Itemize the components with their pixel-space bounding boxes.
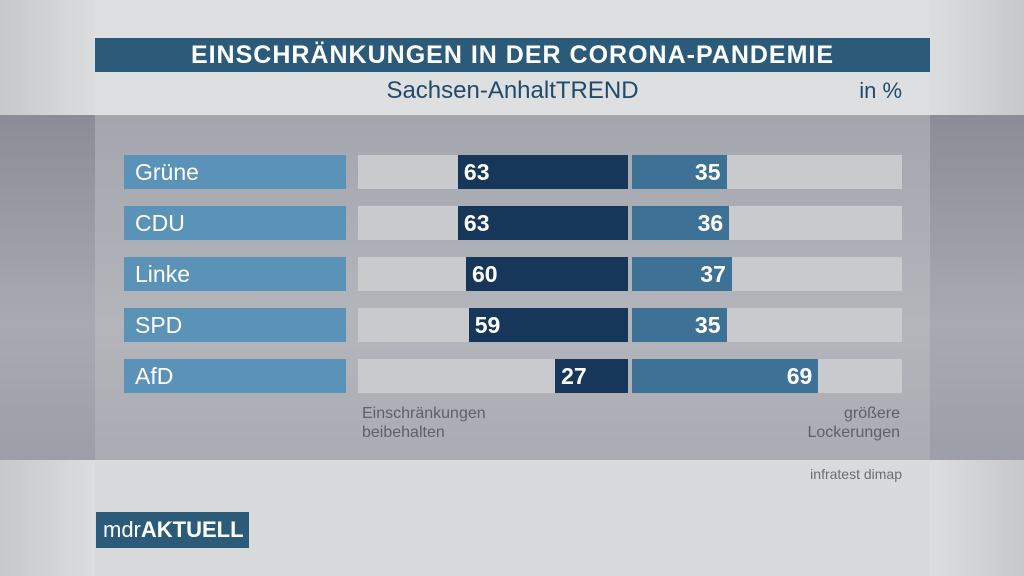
category-label: Linke	[124, 257, 346, 291]
bar-lockerungen: 36	[632, 206, 730, 240]
data-label: 36	[697, 210, 724, 236]
bar-track-left: 60	[358, 257, 628, 291]
chart-subtitle: Sachsen-AnhaltTREND	[386, 77, 639, 104]
legend-right-caption: größere Lockerungen	[807, 404, 900, 442]
bar-track-right: 35	[632, 308, 902, 342]
bar-track-left: 63	[358, 206, 628, 240]
chart-title: EINSCHRÄNKUNGEN IN DER CORONA-PANDEMIE	[95, 38, 930, 72]
logo-prefix: mdr	[103, 517, 141, 542]
bar-track-right: 35	[632, 155, 902, 189]
bar-lockerungen: 35	[632, 308, 727, 342]
bar-einschraenkungen: 63	[457, 155, 628, 189]
bar-lockerungen: 37	[632, 257, 732, 291]
category-label: AfD	[124, 359, 346, 393]
bar-track-right: 37	[632, 257, 902, 291]
mdr-aktuell-logo: mdrAKTUELL	[96, 512, 249, 548]
bar-einschraenkungen: 27	[555, 359, 628, 393]
category-label: Grüne	[124, 155, 346, 189]
data-label: 69	[786, 363, 813, 389]
bar-lockerungen: 35	[632, 155, 727, 189]
bar-track-right: 36	[632, 206, 902, 240]
data-label: 63	[463, 210, 490, 236]
legend-right-line1: größere	[843, 405, 900, 422]
chart-row: CDU 63 36	[0, 206, 1024, 240]
data-label: 35	[694, 312, 721, 338]
bar-lockerungen: 69	[632, 359, 819, 393]
chart-row: AfD 27 69	[0, 359, 1024, 393]
bar-einschraenkungen: 60	[466, 257, 628, 291]
chart-row: Linke 60 37	[0, 257, 1024, 291]
chart-row: Grüne 63 35	[0, 155, 1024, 189]
bar-track-left: 59	[358, 308, 628, 342]
bar-track-left: 27	[358, 359, 628, 393]
bar-einschraenkungen: 63	[457, 206, 628, 240]
bar-track-left: 63	[358, 155, 628, 189]
data-label: 60	[472, 261, 498, 287]
category-label: SPD	[124, 308, 346, 342]
bar-track-right: 69	[632, 359, 902, 393]
source-label: infratest dimap	[810, 466, 902, 482]
legend-left-line1: Einschränkungen	[362, 405, 486, 422]
bar-einschraenkungen: 59	[468, 308, 628, 342]
unit-label: in %	[859, 78, 902, 103]
legend-left-line2: beibehalten	[362, 424, 445, 441]
category-label: CDU	[124, 206, 346, 240]
data-label: 59	[474, 312, 501, 338]
data-label: 37	[700, 261, 726, 287]
data-label: 35	[694, 159, 721, 185]
logo-brand: AKTUELL	[140, 517, 244, 542]
chart-row: SPD 59 35	[0, 308, 1024, 342]
legend-right-line2: Lockerungen	[807, 424, 900, 441]
data-label: 63	[463, 159, 490, 185]
data-label: 27	[561, 363, 587, 389]
legend-left-caption: Einschränkungen beibehalten	[362, 404, 486, 442]
